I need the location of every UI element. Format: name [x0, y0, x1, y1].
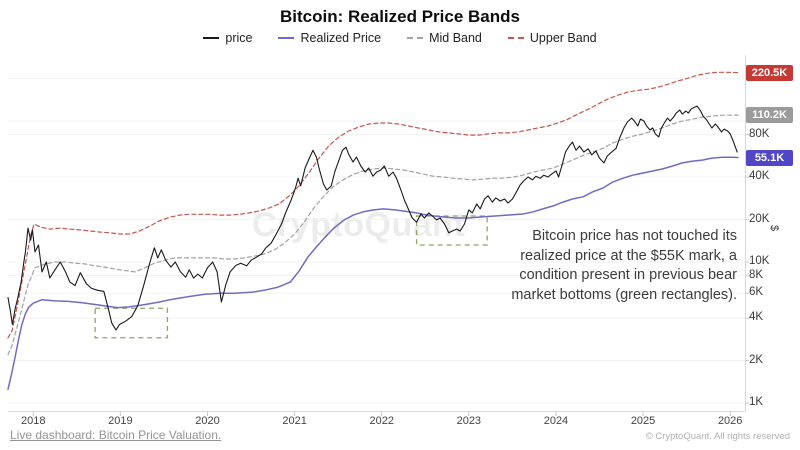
x-axis-label: 2018	[21, 415, 46, 427]
legend-label: price	[225, 31, 253, 45]
x-axis-label: 2026	[717, 415, 743, 427]
y-axis-label: 20K	[749, 212, 770, 225]
x-axis-label: 2023	[456, 415, 482, 427]
legend-label: Upper Band	[529, 31, 597, 45]
legend-label: Mid Band	[429, 31, 482, 45]
y-axis-label: 1K	[749, 395, 764, 408]
dashboard-link[interactable]: Live dashboard: Bitcoin Price Valuation.	[10, 428, 222, 442]
x-axis-label: 2022	[369, 415, 394, 427]
chart-legend: price Realized Price Mid Band Upper Band	[0, 31, 800, 45]
series-price	[7, 105, 738, 331]
x-axis-label: 2020	[195, 415, 220, 427]
annotation-text: Bitcoin price has not touched its realiz…	[511, 228, 737, 303]
legend-swatch-icon	[507, 37, 524, 39]
y-axis-label: 2K	[749, 353, 764, 366]
series-realized-price	[7, 156, 739, 391]
legend-swatch-icon	[203, 37, 220, 39]
y-axis-unit: $	[768, 224, 781, 232]
last-value-badge-realized-price: 55.1K	[746, 149, 793, 166]
x-axis-label: 2024	[543, 415, 569, 427]
series-mid-band	[7, 114, 739, 356]
legend-label: Realized Price	[300, 31, 382, 45]
y-axis-label: 10K	[749, 254, 770, 267]
y-axis-label: 80K	[749, 127, 770, 140]
y-axis-label: 40K	[749, 170, 770, 183]
series-upper-band	[7, 71, 739, 339]
x-axis-label: 2025	[630, 415, 656, 427]
x-axis-label: 2019	[108, 415, 133, 427]
page-title: Bitcoin: Realized Price Bands	[280, 7, 520, 26]
y-axis-label: 8K	[749, 268, 764, 281]
legend-item-price[interactable]: price	[203, 31, 252, 45]
bear-bottom-highlight-box	[415, 215, 488, 246]
legend-item-realized-price[interactable]: Realized Price	[278, 31, 381, 45]
legend-item-upper-band[interactable]: Upper Band	[507, 31, 597, 45]
legend-item-mid-band[interactable]: Mid Band	[407, 31, 482, 45]
last-value-badge-mid-band: 110.2K	[746, 107, 793, 124]
x-axis-label: 2021	[282, 415, 307, 427]
last-value-badge-upper-band: 220.5K	[746, 64, 793, 81]
y-axis-label: 4K	[749, 311, 764, 324]
y-axis-label: 6K	[749, 286, 764, 299]
legend-swatch-icon	[407, 37, 424, 39]
bear-bottom-highlight-box	[94, 307, 169, 339]
copyright-text: © CryptoQuant. All rights reserved	[645, 431, 790, 442]
legend-swatch-icon	[278, 37, 295, 39]
